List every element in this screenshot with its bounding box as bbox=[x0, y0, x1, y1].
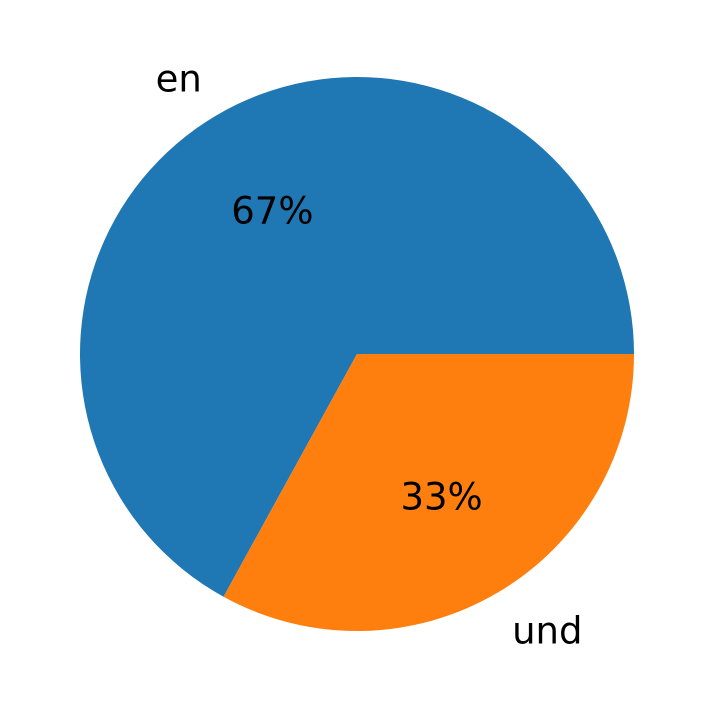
pie-slice-en bbox=[79, 77, 634, 597]
percent-label: 33% bbox=[400, 476, 482, 519]
slice-label: und bbox=[512, 610, 582, 653]
pie-slice-und bbox=[223, 354, 635, 632]
percent-label: 67% bbox=[231, 189, 313, 232]
slice-label: en bbox=[156, 58, 202, 101]
